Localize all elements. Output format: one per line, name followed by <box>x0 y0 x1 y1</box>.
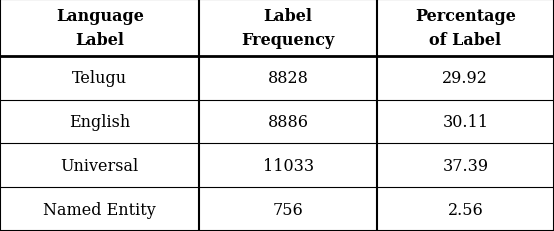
Text: Label
Frequency: Label Frequency <box>242 8 335 49</box>
Text: 2.56: 2.56 <box>448 201 483 218</box>
Text: Telugu: Telugu <box>72 70 127 87</box>
Text: English: English <box>69 113 130 131</box>
Text: 756: 756 <box>273 201 304 218</box>
Text: 37.39: 37.39 <box>442 157 489 174</box>
Text: 11033: 11033 <box>263 157 314 174</box>
Text: Named Entity: Named Entity <box>43 201 156 218</box>
Text: Universal: Universal <box>60 157 139 174</box>
Text: 30.11: 30.11 <box>442 113 489 131</box>
Text: Percentage
of Label: Percentage of Label <box>415 8 516 49</box>
Text: 8828: 8828 <box>268 70 309 87</box>
Text: Language
Label: Language Label <box>56 8 143 49</box>
Text: 29.92: 29.92 <box>443 70 488 87</box>
Text: 8886: 8886 <box>268 113 309 131</box>
